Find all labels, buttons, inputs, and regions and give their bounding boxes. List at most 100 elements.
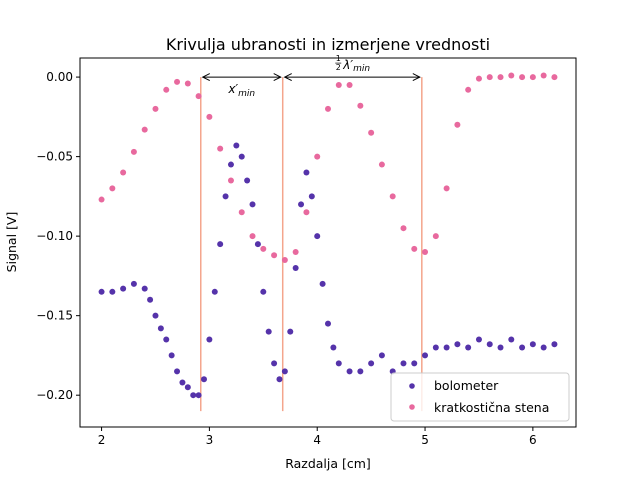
arrow-head-left <box>283 73 292 82</box>
legend-label-bolometer: bolometer <box>434 378 499 393</box>
data-point <box>292 264 299 271</box>
axes-frame <box>79 57 577 428</box>
data-point <box>443 185 450 192</box>
data-point <box>190 392 197 399</box>
series-kratkostina-stena <box>98 72 558 263</box>
data-point <box>411 245 418 252</box>
y-tick-label: −0.15 <box>36 309 73 323</box>
data-point <box>152 105 159 112</box>
x-axis-label: Razdalja [cm] <box>285 456 371 471</box>
data-point <box>271 360 278 367</box>
data-point <box>163 336 170 343</box>
data-point <box>130 280 137 287</box>
data-point <box>346 368 353 375</box>
data-point <box>254 241 261 248</box>
data-point <box>109 185 116 192</box>
data-point <box>260 288 267 295</box>
x-tick-label: 2 <box>98 433 106 447</box>
fraction-denominator: 2 <box>336 63 341 72</box>
y-tick-label: −0.10 <box>36 229 73 243</box>
fraction-numerator: 1 <box>336 54 341 63</box>
data-point <box>432 344 439 351</box>
data-point <box>319 280 326 287</box>
data-point <box>540 344 547 351</box>
data-point <box>244 177 251 184</box>
y-axis-label: Signal [V] <box>4 212 19 273</box>
legend-box <box>390 372 570 422</box>
arrow-head-right <box>412 73 421 82</box>
data-point <box>287 328 294 335</box>
data-point <box>211 288 218 295</box>
data-point <box>130 148 137 155</box>
data-point <box>249 201 256 208</box>
plot-area <box>200 77 423 412</box>
data-point <box>325 320 331 327</box>
data-point <box>271 252 278 259</box>
data-point <box>368 360 375 367</box>
data-point <box>222 193 229 200</box>
x-axis-ticks: 2 3 4 5 6 <box>98 427 537 447</box>
data-point <box>201 376 207 383</box>
y-tick-label: −0.05 <box>36 150 73 164</box>
data-point <box>227 161 234 168</box>
data-point <box>540 72 547 79</box>
data-point <box>303 209 310 216</box>
data-point <box>529 74 536 81</box>
data-marks <box>98 72 558 399</box>
data-point <box>357 368 364 375</box>
data-point <box>519 74 526 81</box>
data-point <box>422 352 429 359</box>
data-point <box>389 193 396 200</box>
data-point <box>141 285 148 292</box>
data-point <box>276 376 283 383</box>
data-point <box>303 169 310 176</box>
data-point <box>400 225 407 232</box>
data-point <box>195 93 202 100</box>
data-point <box>292 249 299 256</box>
x-tick-label: 6 <box>529 433 537 447</box>
legend-marker-kratkostina-stena <box>409 404 415 410</box>
data-point <box>529 341 536 348</box>
data-point <box>335 82 342 89</box>
data-point <box>400 360 407 367</box>
arrow-head-left <box>201 73 210 82</box>
data-point <box>184 80 191 87</box>
data-point <box>497 74 504 81</box>
data-point <box>454 341 461 348</box>
data-point <box>206 113 213 120</box>
data-point <box>475 75 482 82</box>
data-point <box>454 121 461 128</box>
data-point <box>233 142 240 149</box>
data-point <box>298 201 305 208</box>
data-point <box>335 360 342 367</box>
data-point <box>217 241 224 248</box>
series-bolometer <box>98 142 558 399</box>
data-point <box>422 249 429 256</box>
data-point <box>519 344 526 351</box>
data-point <box>152 312 159 319</box>
annotation-label-lambda-min: λ′min <box>342 58 370 74</box>
data-point <box>217 145 224 152</box>
dimension-arrow-1: x′min <box>201 73 282 99</box>
data-point <box>330 344 337 351</box>
data-point <box>368 129 375 136</box>
data-point <box>551 74 558 81</box>
data-point <box>98 288 105 295</box>
data-point <box>249 233 256 240</box>
data-point <box>98 196 105 203</box>
data-point <box>163 86 170 93</box>
data-point <box>357 102 364 109</box>
data-point <box>195 392 202 399</box>
data-point <box>314 233 321 240</box>
data-point <box>206 336 213 343</box>
legend-marker-bolometer <box>409 383 415 389</box>
data-point <box>432 233 439 240</box>
data-point <box>465 86 472 93</box>
data-point <box>346 82 353 89</box>
y-tick-label: 0.00 <box>46 70 73 84</box>
data-point <box>184 384 191 391</box>
data-point <box>281 368 288 375</box>
chart-title: Krivulja ubranosti in izmerjene vrednost… <box>166 35 490 54</box>
data-point <box>179 379 186 386</box>
data-point <box>486 341 493 348</box>
